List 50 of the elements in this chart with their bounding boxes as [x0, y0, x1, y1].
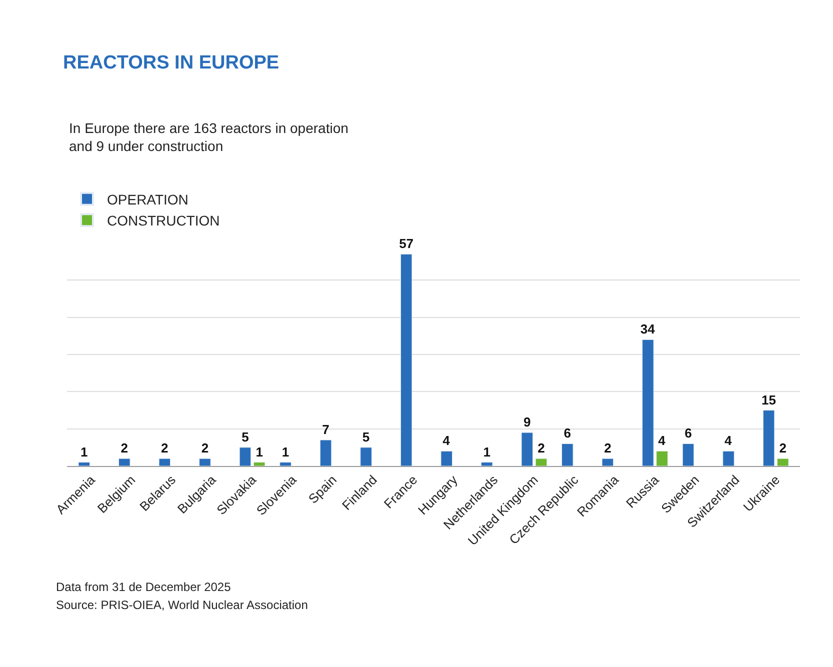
bar	[682, 443, 694, 466]
data-label: 1	[483, 444, 490, 460]
data-label: 4	[724, 433, 733, 448]
text: Data from 31 de December 2025	[56, 580, 232, 594]
data-label: 2	[201, 440, 209, 456]
data-label: 4	[658, 433, 666, 448]
bar	[253, 462, 266, 466]
bar	[280, 462, 292, 466]
data-label: 2	[779, 440, 786, 456]
source-note: Source: PRIS-OIEA, World Nuclear Association	[56, 598, 308, 612]
bar	[535, 458, 548, 466]
bar	[562, 443, 574, 466]
bar	[440, 450, 452, 466]
chart-title: REACTORS IN EUROPE	[63, 52, 280, 74]
bar	[642, 339, 654, 466]
bar	[239, 447, 252, 466]
bar	[199, 458, 211, 466]
bar	[320, 440, 332, 466]
legend-label: OPERATION	[107, 191, 188, 208]
data-label: 2	[604, 440, 612, 456]
data-label: 1	[256, 444, 263, 460]
bar	[722, 450, 734, 466]
bar	[158, 458, 171, 466]
bar	[78, 462, 90, 466]
data-label: 2	[120, 440, 128, 456]
data-label: 7	[322, 422, 330, 437]
bar	[776, 458, 789, 466]
data-label: 5	[242, 429, 249, 444]
data-label: 6	[684, 426, 692, 441]
data-label: 4	[442, 433, 451, 448]
bar	[400, 254, 412, 466]
data-label: 9	[524, 414, 531, 430]
bar	[118, 458, 130, 466]
data-label: 34	[640, 322, 656, 337]
legend-label: CONSTRUCTION	[107, 212, 220, 229]
data-label: 15	[762, 392, 776, 408]
data-label: 1	[282, 444, 290, 460]
data-label: 1	[80, 444, 88, 460]
data-label: 2	[161, 440, 168, 456]
data-label: 57	[399, 236, 414, 252]
chart-subtitle: In Europe there are 163 reactors in operation and 9 under construction	[69, 120, 348, 154]
bar	[762, 410, 775, 466]
bar	[360, 447, 372, 466]
bar	[480, 462, 493, 466]
bar	[656, 450, 668, 466]
data-label: 6	[564, 426, 572, 441]
bar	[521, 432, 534, 466]
data-label: 2	[538, 440, 545, 456]
data-label: 5	[362, 429, 370, 444]
bar	[602, 458, 614, 466]
